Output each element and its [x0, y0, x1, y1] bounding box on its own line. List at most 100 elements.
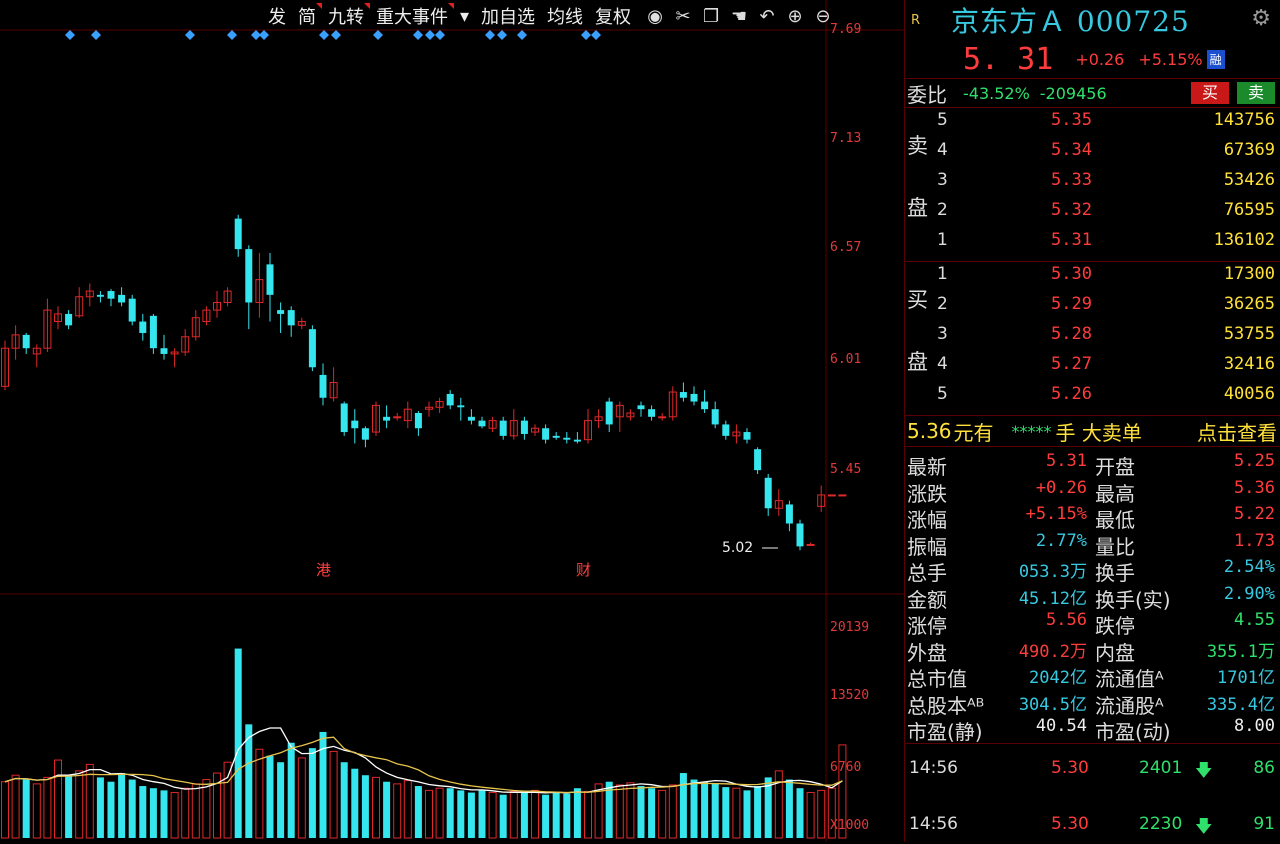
- volume-bar: [668, 784, 677, 839]
- price-axis-label: 5.45: [830, 462, 862, 477]
- candle-body: [403, 408, 412, 422]
- bid-row[interactable]: 1 5.30 17300: [905, 264, 1280, 294]
- stat-label: 总市值: [907, 667, 967, 691]
- volume-bar: [701, 781, 709, 838]
- stat-label: 换手: [1095, 561, 1135, 585]
- bid-row[interactable]: 2 5.29 36265: [905, 294, 1280, 324]
- volume-bar: [85, 763, 94, 839]
- volume-axis-label: 20139: [830, 620, 870, 635]
- toolbar-dropdown-arrow[interactable]: ▾: [460, 5, 470, 27]
- candle-body: [594, 416, 603, 422]
- toolbar-item-major-events[interactable]: 重大事件: [370, 3, 454, 29]
- level-number: 5: [937, 384, 948, 404]
- stat-label: 涨停: [907, 614, 947, 638]
- candle-body: [446, 393, 454, 406]
- toolbar-item-fa[interactable]: 发: [268, 7, 286, 28]
- volume-bar: [96, 777, 104, 838]
- stat-value: 1701亿: [1217, 668, 1275, 688]
- bid-row[interactable]: 5 5.26 40056: [905, 384, 1280, 414]
- volume-bar: [393, 783, 402, 839]
- volume-bar: [435, 787, 444, 839]
- tick-row[interactable]: 14:56 5.30 2401 🡇 86: [905, 758, 1280, 788]
- scissors-icon[interactable]: ✂: [675, 5, 691, 27]
- volume-bar: [573, 788, 581, 838]
- price-row: 5. 31 +0.26 +5.15% 融: [905, 40, 1280, 78]
- ask-row[interactable]: 5 5.35 143756: [905, 110, 1280, 140]
- toolbar-item-add-watchlist[interactable]: 加自选: [481, 7, 536, 28]
- sell-side-label: 卖: [907, 134, 928, 158]
- toolbar-item-ma[interactable]: 均线: [547, 7, 584, 28]
- zoom-in-icon[interactable]: ⊕: [787, 5, 803, 27]
- event-diamond-icon: [485, 30, 495, 40]
- stat-value: 304.5亿: [1018, 694, 1087, 715]
- stat-label: 最新: [907, 455, 947, 479]
- volume-bar: [478, 790, 486, 838]
- kline-chart-pane[interactable]: 发 简 九转 重大事件 ▾ 加自选 均线 复权 ◉ ✂ ❐ ☚ ↶ ⊕ ⊖ 7.…: [0, 0, 904, 842]
- eye-icon[interactable]: ◉: [647, 5, 663, 27]
- candle-body: [488, 420, 497, 429]
- candle-body: [754, 449, 762, 471]
- buy-button[interactable]: 买: [1191, 82, 1229, 104]
- zoom-out-icon[interactable]: ⊖: [815, 5, 831, 27]
- kline-chart[interactable]: [0, 0, 904, 842]
- stat-item: 量比 1.73: [1093, 531, 1280, 559]
- ask-row[interactable]: 4 5.34 67369: [905, 140, 1280, 170]
- volume-bar: [160, 790, 168, 838]
- volume-bar: [774, 770, 783, 839]
- volume-bar: [679, 773, 687, 838]
- candle-body: [542, 428, 550, 440]
- ask-row[interactable]: 1 5.31 136102: [905, 230, 1280, 260]
- stat-item: 涨幅 +5.15%: [905, 504, 1093, 532]
- candle-body: [615, 404, 624, 418]
- hand-icon[interactable]: ☚: [730, 5, 748, 27]
- stock-name: 京东方Ａ 000725: [951, 5, 1190, 38]
- volume-bar: [297, 757, 306, 839]
- copy-icon[interactable]: ❐: [702, 5, 720, 27]
- volume-axis-label: 6760: [830, 760, 862, 775]
- volume-bar: [223, 761, 232, 839]
- candle-body: [139, 321, 147, 333]
- candle-body: [372, 404, 380, 433]
- stat-value: 2.90%: [1223, 583, 1275, 604]
- tick-row[interactable]: 14:56 5.30 2230 🡇 91: [905, 814, 1280, 844]
- stat-label: 市盈(动): [1095, 720, 1171, 744]
- stat-label: 开盘: [1095, 455, 1135, 479]
- event-label-cai[interactable]: 财: [576, 561, 592, 579]
- volume-bar: [605, 781, 613, 838]
- toolbar-item-adjust[interactable]: 复权: [595, 7, 632, 28]
- sell-button[interactable]: 卖: [1237, 82, 1275, 104]
- volume-bar: [488, 792, 497, 839]
- stat-value: 4.55: [1234, 610, 1275, 630]
- volume-bar: [22, 779, 30, 838]
- candle-body: [743, 432, 751, 440]
- toolbar-item-jian[interactable]: 简: [292, 3, 322, 29]
- big-order-view-link[interactable]: 点击查看: [1197, 420, 1277, 445]
- volume-bar: [149, 788, 157, 838]
- ask-book: 卖 盘 5 5.35 143756 4 5.34 67369 3 5.33 53426 2 5.32…: [905, 108, 1280, 261]
- volume-ma-line: [4, 736, 843, 794]
- level-number: 4: [937, 140, 948, 160]
- ask-row[interactable]: 3 5.33 53426: [905, 170, 1280, 200]
- level-volume: 136102: [1213, 230, 1275, 250]
- event-diamond-icon: [65, 30, 75, 40]
- level-price: 5.26: [1051, 384, 1092, 404]
- bid-row[interactable]: 3 5.28 53755: [905, 324, 1280, 354]
- event-label-gang[interactable]: 港: [316, 561, 332, 579]
- stat-value: 5.36: [1234, 477, 1275, 498]
- stat-label: 市盈(静): [907, 720, 983, 744]
- volume-bar: [1, 781, 9, 839]
- ask-row[interactable]: 2 5.32 76595: [905, 200, 1280, 230]
- stat-item: 市盈(静) 40.54: [905, 716, 1093, 744]
- volume-bar: [245, 724, 253, 838]
- candle-body: [170, 351, 179, 355]
- stat-value: 355.1万: [1206, 641, 1275, 662]
- gear-icon[interactable]: ⚙: [1251, 6, 1271, 31]
- undo-icon[interactable]: ↶: [759, 5, 775, 27]
- bid-row[interactable]: 4 5.27 32416: [905, 354, 1280, 384]
- tick-list[interactable]: 14:56 5.30 2401 🡇 86 14:56 5.30 2230 🡇 91: [905, 744, 1280, 837]
- big-order-banner[interactable]: 5.36 元有 ***** 手 大卖单 点击查看: [905, 415, 1280, 447]
- buy-side-label: 买: [907, 288, 928, 312]
- candle-body: [785, 504, 793, 524]
- volume-ma-line: [4, 727, 843, 794]
- toolbar-item-jiuzhuan[interactable]: 九转: [322, 3, 370, 29]
